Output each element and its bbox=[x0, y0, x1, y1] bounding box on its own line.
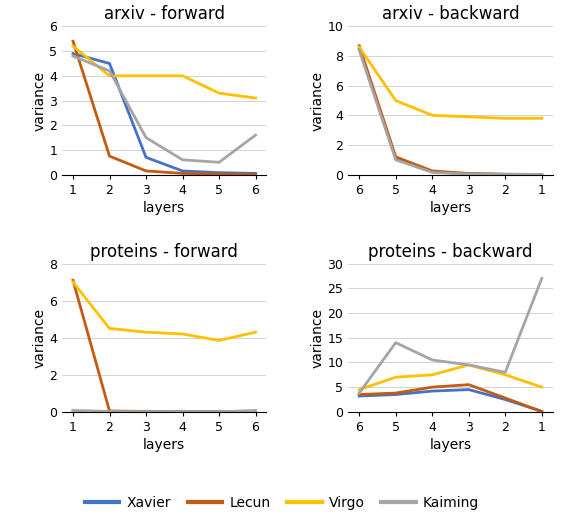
Y-axis label: variance: variance bbox=[311, 71, 325, 130]
X-axis label: layers: layers bbox=[429, 438, 472, 452]
Title: proteins - forward: proteins - forward bbox=[90, 243, 238, 261]
Y-axis label: variance: variance bbox=[311, 308, 325, 367]
X-axis label: layers: layers bbox=[429, 201, 472, 215]
X-axis label: layers: layers bbox=[143, 438, 186, 452]
Title: arxiv - backward: arxiv - backward bbox=[382, 5, 519, 23]
Y-axis label: variance: variance bbox=[32, 308, 46, 367]
Y-axis label: variance: variance bbox=[32, 71, 46, 130]
Title: arxiv - forward: arxiv - forward bbox=[104, 5, 225, 23]
X-axis label: layers: layers bbox=[143, 201, 186, 215]
Title: proteins - backward: proteins - backward bbox=[368, 243, 533, 261]
Legend: Xavier, Lecun, Virgo, Kaiming: Xavier, Lecun, Virgo, Kaiming bbox=[79, 491, 485, 516]
